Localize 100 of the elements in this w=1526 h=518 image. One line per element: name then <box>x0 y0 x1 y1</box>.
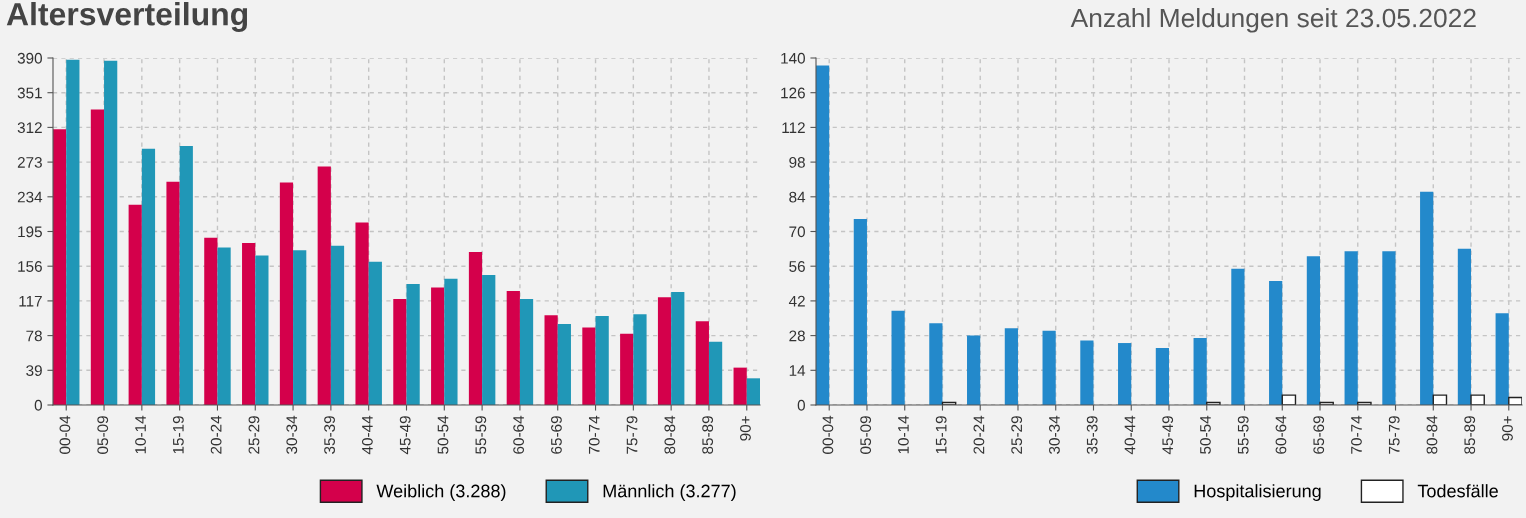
x-tick-label: 10-14 <box>135 415 146 454</box>
bar <box>1420 191 1434 405</box>
x-tick-label: 05-09 <box>97 416 109 454</box>
bar <box>695 321 709 405</box>
bar <box>1193 338 1207 405</box>
x-tick-label: 40-44 <box>361 415 373 455</box>
bar <box>393 299 407 405</box>
x-tick-label: 25-29 <box>248 416 260 454</box>
x-tick-label: 50-54 <box>1200 415 1211 454</box>
x-tick-label: 35-39 <box>1086 416 1098 454</box>
x-tick-label: 30-34 <box>1049 415 1060 454</box>
x-tick-label: 35-39 <box>324 416 335 454</box>
bar <box>519 299 534 405</box>
bar <box>1118 343 1132 405</box>
y-tick-label: 84 <box>789 191 806 203</box>
x-tick-label: 60-64 <box>513 415 525 454</box>
bar <box>657 297 672 405</box>
x-tick-label: 70-74 <box>1351 415 1362 454</box>
bar <box>368 261 382 405</box>
y-tick-label: 14 <box>789 365 806 376</box>
bar <box>671 292 685 405</box>
bar <box>217 247 231 405</box>
x-tick-label: 70-74 <box>588 415 600 454</box>
bar <box>242 243 256 405</box>
bar <box>90 109 105 405</box>
x-tick-label: 20-24 <box>210 415 222 454</box>
bar <box>967 335 981 405</box>
bar <box>141 148 156 405</box>
bar <box>330 245 345 405</box>
x-tick-label: 15-19 <box>935 416 947 454</box>
x-tick-label: 20-24 <box>973 415 985 454</box>
x-tick-label: 75-79 <box>1388 416 1400 454</box>
bar <box>166 181 180 405</box>
y-tick-label: 117 <box>19 295 42 307</box>
bar <box>104 60 118 405</box>
x-tick-label: 55-59 <box>475 416 487 454</box>
x-tick-label: 65-69 <box>551 416 562 454</box>
bar <box>255 255 269 405</box>
bar <box>1281 394 1297 405</box>
bar <box>1004 328 1018 405</box>
y-tick-label: 126 <box>781 87 805 99</box>
x-tick-label: 80-84 <box>664 415 676 454</box>
bar <box>204 237 218 405</box>
y-tick-label: 98 <box>789 156 805 168</box>
x-tick-label: 45-49 <box>1162 416 1174 455</box>
bar <box>1306 256 1321 405</box>
bar <box>544 315 558 405</box>
x-tick-label: 10-14 <box>898 415 909 454</box>
y-tick-label: 78 <box>26 330 42 342</box>
bar <box>582 327 596 405</box>
bar <box>179 146 193 405</box>
x-tick-label: 85-89 <box>702 416 714 454</box>
bar <box>431 287 445 405</box>
bar <box>733 367 747 405</box>
bar <box>595 316 609 405</box>
y-tick-label: 0 <box>797 399 805 411</box>
bar <box>1269 281 1283 405</box>
bar <box>53 129 67 405</box>
y-tick-label: 39 <box>26 365 42 376</box>
bar <box>355 222 369 405</box>
x-tick-label: 00-04 <box>822 415 834 454</box>
bar <box>482 275 496 405</box>
bar <box>891 310 905 405</box>
x-tick-label: 55-59 <box>1237 416 1249 454</box>
bar <box>746 378 760 405</box>
x-tick-label: 60-64 <box>1275 415 1287 454</box>
x-tick-label: 90+ <box>1502 416 1513 441</box>
x-tick-label: 50-54 <box>437 415 449 454</box>
legend-label: Hospitalisierung <box>1194 484 1321 501</box>
x-tick-label: 25-29 <box>1011 416 1023 454</box>
y-tick-label: 234 <box>17 191 43 203</box>
legend-label: Männlich (3.277) <box>603 484 736 501</box>
bar <box>1080 340 1094 405</box>
y-tick-label: 28 <box>789 330 805 342</box>
y-tick-label: 273 <box>17 156 42 168</box>
bar <box>317 166 331 405</box>
bar <box>1382 251 1396 405</box>
bar <box>1457 248 1472 405</box>
y-tick-label: 351 <box>17 87 42 99</box>
y-tick-label: 42 <box>788 295 805 307</box>
y-tick-label: 156 <box>18 261 42 272</box>
bar <box>708 341 723 405</box>
x-tick-label: 85-89 <box>1464 416 1476 454</box>
y-tick-label: 312 <box>17 122 42 134</box>
legend-label: Weiblich (3.288) <box>376 484 506 501</box>
x-tick-label: 40-44 <box>1124 415 1136 455</box>
bar <box>66 59 80 405</box>
x-tick-label: 90+ <box>740 416 751 441</box>
bar <box>406 283 420 405</box>
y-tick-label: 112 <box>782 122 805 133</box>
y-tick-label: 70 <box>789 226 805 238</box>
bar <box>1155 347 1169 405</box>
x-tick-label: 00-04 <box>59 415 71 454</box>
bar <box>1344 251 1358 405</box>
x-tick-label: 80-84 <box>1426 415 1438 454</box>
bar <box>620 333 634 405</box>
bar <box>557 324 571 405</box>
chart-title: Anzahl Meldungen seit 23.05.2022 <box>1070 8 1476 33</box>
chart-title: Altersverteilung <box>6 2 248 32</box>
x-tick-label: 30-34 <box>286 415 298 454</box>
